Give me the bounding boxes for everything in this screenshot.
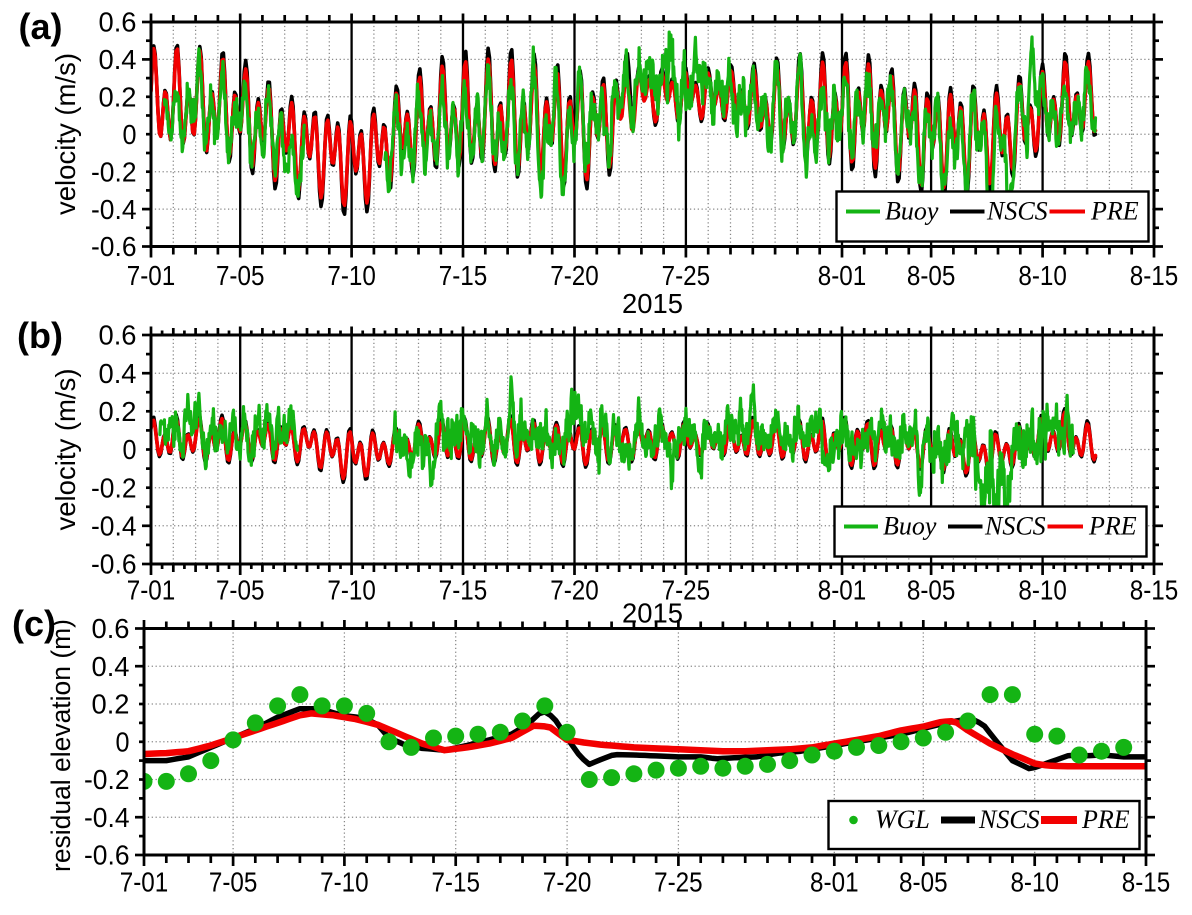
svg-text:0: 0 [123,434,137,465]
svg-text:(c): (c) [12,603,56,644]
svg-text:7-15: 7-15 [439,574,488,605]
svg-text:8-15: 8-15 [1122,866,1171,897]
svg-text:8-05: 8-05 [907,260,956,291]
svg-text:7-20: 7-20 [550,260,599,291]
svg-text:0.4: 0.4 [92,651,130,682]
svg-text:7-05: 7-05 [216,260,265,291]
svg-text:PRE: PRE [1081,805,1130,834]
svg-text:-0.6: -0.6 [91,231,137,262]
svg-text:-0.2: -0.2 [91,472,137,503]
svg-text:7-05: 7-05 [209,866,258,897]
svg-text:(a): (a) [19,6,63,47]
svg-text:0.4: 0.4 [99,358,137,389]
svg-text:8-01: 8-01 [818,574,867,605]
svg-text:WGL: WGL [875,805,930,834]
svg-text:PRE: PRE [1088,512,1137,541]
svg-text:residual elevation (m): residual elevation (m) [46,619,76,872]
svg-text:7-20: 7-20 [543,866,592,897]
svg-text:8-01: 8-01 [818,260,867,291]
svg-text:2015: 2015 [622,288,683,319]
svg-text:NSCS: NSCS [978,805,1040,834]
svg-text:0: 0 [116,727,130,758]
svg-text:-0.4: -0.4 [84,802,130,833]
svg-text:-0.2: -0.2 [84,764,130,795]
svg-text:velocity (m/s): velocity (m/s) [50,53,81,215]
svg-text:7-10: 7-10 [327,574,376,605]
svg-text:velocity (m/s): velocity (m/s) [50,369,81,531]
svg-text:7-25: 7-25 [662,574,711,605]
svg-text:8-10: 8-10 [1018,260,1067,291]
svg-text:0.2: 0.2 [99,396,137,427]
svg-text:8-10: 8-10 [1010,866,1059,897]
svg-text:7-15: 7-15 [439,260,488,291]
svg-text:(b): (b) [17,315,63,356]
svg-text:-0.6: -0.6 [91,549,137,580]
svg-text:7-01: 7-01 [120,866,169,897]
svg-text:7-10: 7-10 [320,866,369,897]
svg-text:7-01: 7-01 [127,260,176,291]
svg-text:2015: 2015 [622,597,683,628]
svg-text:8-15: 8-15 [1130,260,1179,291]
svg-text:0.2: 0.2 [92,689,130,720]
svg-text:0.6: 0.6 [92,613,130,644]
svg-text:8-05: 8-05 [899,866,948,897]
svg-text:7-01: 7-01 [127,574,176,605]
svg-text:-0.2: -0.2 [91,156,137,187]
svg-text:-0.6: -0.6 [84,840,130,871]
svg-text:7-10: 7-10 [327,260,376,291]
svg-text:7-20: 7-20 [550,574,599,605]
svg-text:Buoy: Buoy [885,197,939,226]
svg-text:8-05: 8-05 [907,574,956,605]
svg-text:-0.4: -0.4 [91,511,137,542]
svg-text:NSCS: NSCS [984,512,1046,541]
svg-text:-0.4: -0.4 [91,194,137,225]
svg-text:0.2: 0.2 [99,82,137,113]
svg-text:0.6: 0.6 [99,7,137,38]
svg-text:8-15: 8-15 [1130,574,1179,605]
svg-text:Buoy: Buoy [883,512,937,541]
svg-text:0.6: 0.6 [99,320,137,351]
svg-text:8-10: 8-10 [1018,574,1067,605]
svg-text:8-01: 8-01 [810,866,859,897]
svg-text:NSCS: NSCS [986,197,1048,226]
svg-text:7-05: 7-05 [216,574,265,605]
svg-text:0: 0 [123,119,137,150]
svg-text:PRE: PRE [1090,197,1139,226]
svg-text:7-15: 7-15 [431,866,480,897]
svg-text:7-25: 7-25 [654,866,703,897]
svg-text:0.4: 0.4 [99,44,137,75]
svg-text:7-25: 7-25 [662,260,711,291]
